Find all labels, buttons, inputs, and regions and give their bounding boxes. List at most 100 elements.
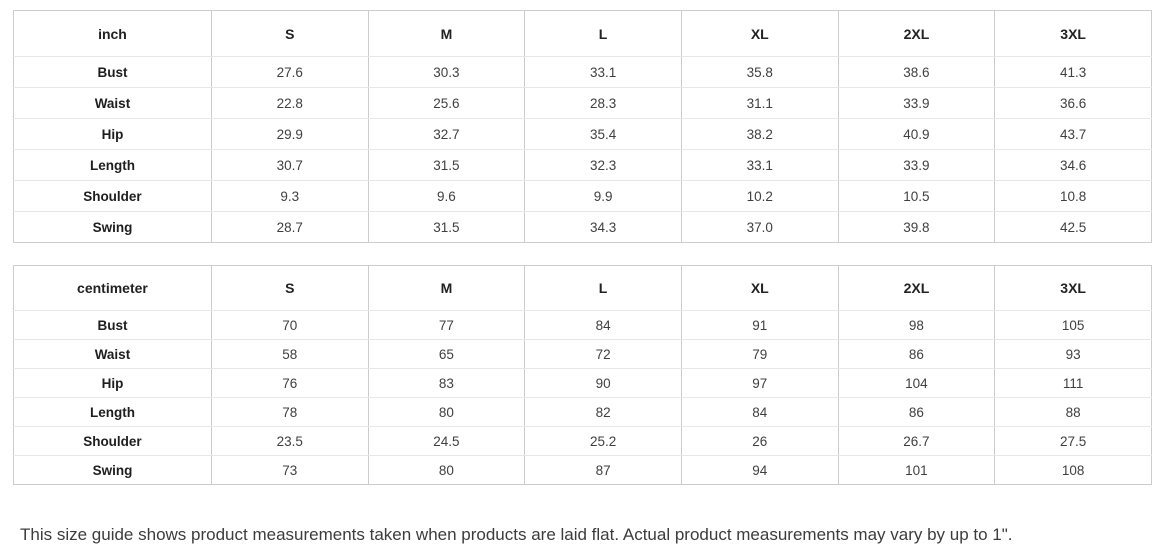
inch-waist-value: 22.8 — [210, 87, 369, 119]
inch-row-label-bust: Bust — [13, 56, 212, 88]
inch-shoulder-value: 10.8 — [994, 180, 1152, 212]
inch-swing-value: 31.5 — [367, 211, 526, 243]
inch-table-header: inch S M L XL 2XL 3XL — [13, 10, 1152, 57]
centimeter-table-header: centimeter S M L XL 2XL 3XL — [13, 265, 1152, 311]
table-row: Hip 29.9 32.7 35.4 38.2 40.9 43.7 — [13, 118, 1152, 150]
centimeter-bust-value: 77 — [367, 310, 526, 340]
inch-row-label-hip: Hip — [13, 118, 212, 150]
centimeter-row-label-bust: Bust — [13, 310, 212, 340]
inch-length-value: 33.1 — [680, 149, 839, 181]
centimeter-size-col-m: M — [367, 265, 526, 311]
centimeter-shoulder-value: 23.5 — [210, 426, 369, 456]
table-row: Bust 70 77 84 91 98 105 — [13, 310, 1152, 340]
centimeter-bust-value: 98 — [837, 310, 996, 340]
inch-unit-label: inch — [13, 10, 212, 57]
inch-table-body: Bust 27.6 30.3 33.1 35.8 38.6 41.3 Waist 22.8 25.… — [13, 56, 1152, 243]
inch-hip-value: 38.2 — [680, 118, 839, 150]
inch-swing-value: 28.7 — [210, 211, 369, 243]
centimeter-size-col-l: L — [524, 265, 682, 311]
centimeter-length-value: 80 — [367, 397, 526, 427]
inch-size-col-l: L — [524, 10, 682, 57]
centimeter-table-body: Bust 70 77 84 91 98 105 Waist 58 65 72 79 86 93 Hip 76 8… — [13, 310, 1152, 485]
inch-swing-value: 42.5 — [994, 211, 1152, 243]
centimeter-length-value: 88 — [994, 397, 1152, 427]
centimeter-swing-value: 80 — [367, 455, 526, 485]
inch-length-value: 34.6 — [994, 149, 1152, 181]
inch-shoulder-value: 9.9 — [524, 180, 682, 212]
inch-shoulder-value: 10.5 — [837, 180, 996, 212]
inch-shoulder-value: 9.3 — [210, 180, 369, 212]
inch-hip-value: 29.9 — [210, 118, 369, 150]
inch-bust-value: 35.8 — [680, 56, 839, 88]
inch-hip-value: 40.9 — [837, 118, 996, 150]
table-row: Bust 27.6 30.3 33.1 35.8 38.6 41.3 — [13, 56, 1152, 88]
centimeter-row-label-shoulder: Shoulder — [13, 426, 212, 456]
inch-size-col-s: S — [210, 10, 369, 57]
inch-row-label-swing: Swing — [13, 211, 212, 243]
inch-bust-value: 30.3 — [367, 56, 526, 88]
inch-header-row: inch S M L XL 2XL 3XL — [13, 10, 1152, 57]
centimeter-hip-value: 90 — [524, 368, 682, 398]
centimeter-row-label-swing: Swing — [13, 455, 212, 485]
inch-row-label-waist: Waist — [13, 87, 212, 119]
centimeter-shoulder-value: 26 — [680, 426, 839, 456]
table-row: Length 78 80 82 84 86 88 — [13, 397, 1152, 427]
table-row: Swing 73 80 87 94 101 108 — [13, 455, 1152, 485]
centimeter-waist-value: 65 — [367, 339, 526, 369]
table-row: Waist 58 65 72 79 86 93 — [13, 339, 1152, 369]
inch-length-value: 33.9 — [837, 149, 996, 181]
inch-bust-value: 27.6 — [210, 56, 369, 88]
centimeter-hip-value: 111 — [994, 368, 1152, 398]
inch-size-col-3xl: 3XL — [994, 10, 1152, 57]
inch-hip-value: 35.4 — [524, 118, 682, 150]
centimeter-size-col-xl: XL — [680, 265, 839, 311]
inch-waist-value: 28.3 — [524, 87, 682, 119]
centimeter-row-label-length: Length — [13, 397, 212, 427]
centimeter-length-value: 82 — [524, 397, 682, 427]
inch-length-value: 31.5 — [367, 149, 526, 181]
centimeter-length-value: 86 — [837, 397, 996, 427]
table-row: Hip 76 83 90 97 104 111 — [13, 368, 1152, 398]
inch-size-col-2xl: 2XL — [837, 10, 996, 57]
inch-waist-value: 25.6 — [367, 87, 526, 119]
centimeter-waist-value: 79 — [680, 339, 839, 369]
size-table-inch: inch S M L XL 2XL 3XL Bust 27.6 30.3 33.1 35.8 38.6… — [13, 10, 1152, 243]
table-row: Swing 28.7 31.5 34.3 37.0 39.8 42.5 — [13, 211, 1152, 243]
centimeter-swing-value: 94 — [680, 455, 839, 485]
centimeter-header-row: centimeter S M L XL 2XL 3XL — [13, 265, 1152, 311]
centimeter-length-value: 84 — [680, 397, 839, 427]
inch-waist-value: 36.6 — [994, 87, 1152, 119]
inch-length-value: 30.7 — [210, 149, 369, 181]
centimeter-waist-value: 93 — [994, 339, 1152, 369]
size-guide: inch S M L XL 2XL 3XL Bust 27.6 30.3 33.1 35.8 38.6… — [13, 10, 1152, 544]
centimeter-size-col-s: S — [210, 265, 369, 311]
centimeter-shoulder-value: 24.5 — [367, 426, 526, 456]
centimeter-unit-label: centimeter — [13, 265, 212, 311]
centimeter-bust-value: 70 — [210, 310, 369, 340]
centimeter-waist-value: 86 — [837, 339, 996, 369]
centimeter-bust-value: 91 — [680, 310, 839, 340]
table-row: Waist 22.8 25.6 28.3 31.1 33.9 36.6 — [13, 87, 1152, 119]
inch-hip-value: 43.7 — [994, 118, 1152, 150]
inch-bust-value: 38.6 — [837, 56, 996, 88]
inch-shoulder-value: 10.2 — [680, 180, 839, 212]
inch-shoulder-value: 9.6 — [367, 180, 526, 212]
centimeter-shoulder-value: 27.5 — [994, 426, 1152, 456]
inch-bust-value: 41.3 — [994, 56, 1152, 88]
table-row: Shoulder 9.3 9.6 9.9 10.2 10.5 10.8 — [13, 180, 1152, 212]
table-row: Shoulder 23.5 24.5 25.2 26 26.7 27.5 — [13, 426, 1152, 456]
inch-swing-value: 34.3 — [524, 211, 682, 243]
size-guide-note: This size guide shows product measuremen… — [20, 525, 1013, 544]
centimeter-waist-value: 72 — [524, 339, 682, 369]
inch-waist-value: 31.1 — [680, 87, 839, 119]
inch-waist-value: 33.9 — [837, 87, 996, 119]
centimeter-swing-value: 101 — [837, 455, 996, 485]
centimeter-bust-value: 105 — [994, 310, 1152, 340]
inch-row-label-length: Length — [13, 149, 212, 181]
centimeter-swing-value: 108 — [994, 455, 1152, 485]
inch-size-col-xl: XL — [680, 10, 839, 57]
centimeter-size-col-3xl: 3XL — [994, 265, 1152, 311]
centimeter-row-label-waist: Waist — [13, 339, 212, 369]
centimeter-swing-value: 87 — [524, 455, 682, 485]
centimeter-shoulder-value: 26.7 — [837, 426, 996, 456]
